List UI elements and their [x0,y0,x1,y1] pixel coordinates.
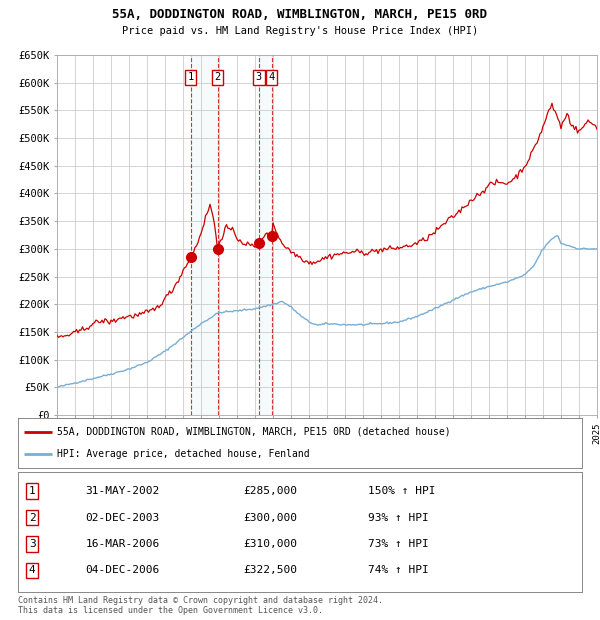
Text: 74% ↑ HPI: 74% ↑ HPI [368,565,428,575]
Text: 04-DEC-2006: 04-DEC-2006 [86,565,160,575]
Bar [259,55,272,415]
Text: 55A, DODDINGTON ROAD, WIMBLINGTON, MARCH, PE15 0RD: 55A, DODDINGTON ROAD, WIMBLINGTON, MARCH… [113,8,487,21]
Text: Contains HM Land Registry data © Crown copyright and database right 2024.
This d: Contains HM Land Registry data © Crown c… [18,596,383,616]
Text: 2: 2 [29,513,35,523]
Text: £285,000: £285,000 [244,486,298,496]
Text: 2: 2 [214,72,221,82]
Text: 4: 4 [29,565,35,575]
Text: 3: 3 [29,539,35,549]
Text: 1: 1 [29,486,35,496]
Text: 16-MAR-2006: 16-MAR-2006 [86,539,160,549]
Text: £322,500: £322,500 [244,565,298,575]
Text: 93% ↑ HPI: 93% ↑ HPI [368,513,428,523]
Text: £300,000: £300,000 [244,513,298,523]
Text: HPI: Average price, detached house, Fenland: HPI: Average price, detached house, Fenl… [58,449,310,459]
Text: 02-DEC-2003: 02-DEC-2003 [86,513,160,523]
Text: 150% ↑ HPI: 150% ↑ HPI [368,486,435,496]
Text: 1: 1 [187,72,194,82]
Text: 4: 4 [268,72,275,82]
Text: 73% ↑ HPI: 73% ↑ HPI [368,539,428,549]
Text: 3: 3 [256,72,262,82]
Text: Price paid vs. HM Land Registry's House Price Index (HPI): Price paid vs. HM Land Registry's House … [122,26,478,36]
Text: 55A, DODDINGTON ROAD, WIMBLINGTON, MARCH, PE15 0RD (detached house): 55A, DODDINGTON ROAD, WIMBLINGTON, MARCH… [58,427,451,437]
Text: 31-MAY-2002: 31-MAY-2002 [86,486,160,496]
Text: £310,000: £310,000 [244,539,298,549]
Bar [191,55,218,415]
